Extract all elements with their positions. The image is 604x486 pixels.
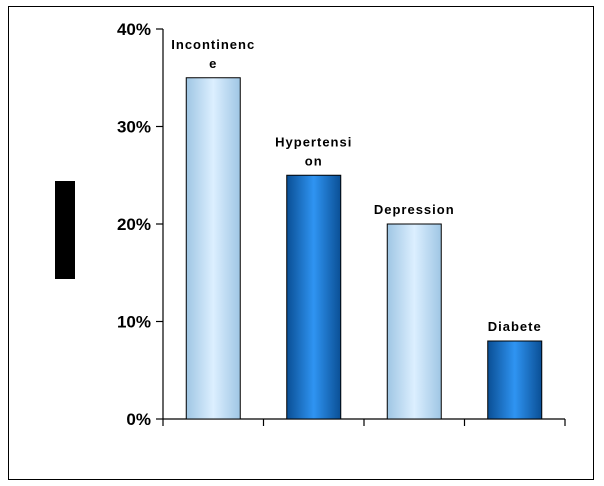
y-tick-label: 0% (126, 410, 151, 429)
bar-diabete (487, 340, 543, 420)
bar-incontinence (185, 77, 241, 420)
bar-depression (386, 223, 442, 420)
bar-label: Hypertensi (275, 134, 352, 149)
bars (185, 77, 543, 420)
bar-label: Depression (374, 202, 455, 217)
bar-label: Incontinenc (171, 37, 255, 52)
y-tick-label: 10% (117, 313, 151, 332)
y-axis-label-block (55, 181, 75, 279)
bar-label: e (209, 56, 217, 71)
y-tick-label: 20% (117, 215, 151, 234)
y-tick-label: 40% (117, 20, 151, 39)
bar-hypertension (286, 174, 342, 420)
bar-label: on (305, 153, 323, 168)
y-tick-label: 30% (117, 118, 151, 137)
bar-label: Diabete (488, 319, 542, 334)
bar-labels: Incontinenc e Hypertensi on Depression Diabet… (171, 37, 542, 334)
